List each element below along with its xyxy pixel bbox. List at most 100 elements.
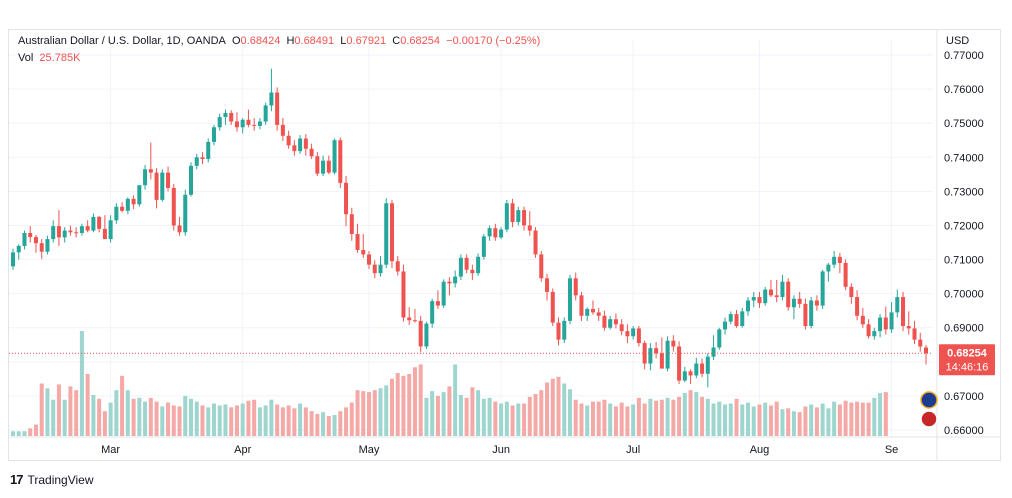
volume-bar [625,406,630,436]
candle-body [522,210,527,226]
candle-body [68,230,73,233]
candle-body [338,140,343,183]
candle-body [177,225,182,233]
time-tick-label: Apr [234,444,251,456]
volume-bar [671,399,676,436]
candle-body [889,312,894,330]
volume-bar [642,403,647,436]
volume-bar [843,400,848,436]
candle-body [780,281,785,298]
candle-body [217,117,222,128]
candle-body [401,271,406,318]
candle-body [579,295,584,316]
candle-body [906,326,911,329]
candle-body [860,315,865,325]
volume-bar [183,395,188,436]
volume-bar [682,393,687,436]
candle-body [395,261,400,272]
volume-bar [160,406,165,436]
volume-bar [45,388,50,436]
time-axis[interactable]: Mar Apr May Jun Jul Aug Se [101,444,898,456]
price-tick-label: 0.66000 [944,425,984,437]
volume-bar [665,397,670,436]
volume-bar [832,401,837,436]
candle-body [533,230,538,255]
candle-body [608,319,613,328]
volume-bar [154,401,159,436]
volume-bar [837,404,842,436]
volume-bar [866,402,871,436]
volume-bar [349,402,354,436]
candle-body [200,157,205,159]
volume-bar [62,399,67,436]
candle-body [194,157,199,166]
volume-bar [326,415,331,436]
symbol-legend[interactable]: Australian Dollar / U.S. Dollar, 1D, OAN… [18,35,540,47]
volume-bar [723,404,728,436]
volume-bar [257,407,262,436]
volume-bar [539,390,544,436]
volume-bar [757,404,762,436]
candle-body [389,203,394,262]
candle-body [504,203,509,230]
volume-bar [263,405,268,436]
price-tick-label: 0.76000 [944,84,984,96]
candle-body [895,297,900,313]
volume-bar [545,382,550,436]
candle-body [45,239,50,252]
candle-body [499,229,504,238]
candle-body [728,314,733,322]
volume-bar [435,395,440,436]
volume-bar [562,383,567,436]
volume-bar [740,404,745,436]
volume-bar [51,399,56,436]
candle-body [332,140,337,173]
volume-bar [108,402,113,436]
price-tick-label: 0.69000 [944,323,984,335]
candle-body [855,297,860,316]
candle-body [585,308,590,316]
candle-body [476,256,481,274]
volume-bar [441,392,446,436]
volume-bar [430,391,435,436]
volume-bar [56,384,61,436]
volume-bar [780,409,785,436]
currency-label: USD [946,35,969,47]
candle-body [809,300,814,327]
volume-bar [332,415,337,436]
time-tick-label: Se [885,444,898,456]
symbol-title: Australian Dollar / U.S. Dollar, 1D, OAN… [18,35,226,47]
volume-bar [878,393,883,436]
volume-bar [252,399,257,436]
volume-bar [613,406,618,436]
chart-frame[interactable] [8,29,1001,461]
candle-body [378,264,383,274]
volume-bar [298,403,303,436]
candle-body [74,232,79,234]
candle-body [717,329,722,348]
volume-bar [211,403,216,436]
candle-body [768,289,773,296]
volume-bar [280,407,285,436]
candle-body [539,254,544,279]
candle-body [671,340,676,347]
candle-body [602,315,607,328]
volume-legend[interactable]: Vol 25.785K [18,52,80,64]
candle-body [211,127,216,142]
price-tick-label: 0.74000 [944,152,984,164]
candle-body [878,317,883,332]
volume-bar [120,375,125,436]
price-axis[interactable]: 0.77000 0.76000 0.75000 0.74000 0.73000 0.720… [944,50,984,437]
candle-body [108,220,113,240]
candle-body [556,322,561,340]
candle-body [344,182,349,215]
candle-body [820,271,825,306]
volume-bar [321,412,326,436]
candle-body [39,243,44,252]
volume-bar [97,398,102,436]
volume-bar [286,405,291,436]
tradingview-logo[interactable]: 17 TradingView [10,472,94,487]
candle-body [562,320,567,340]
close-label: C [392,35,401,47]
